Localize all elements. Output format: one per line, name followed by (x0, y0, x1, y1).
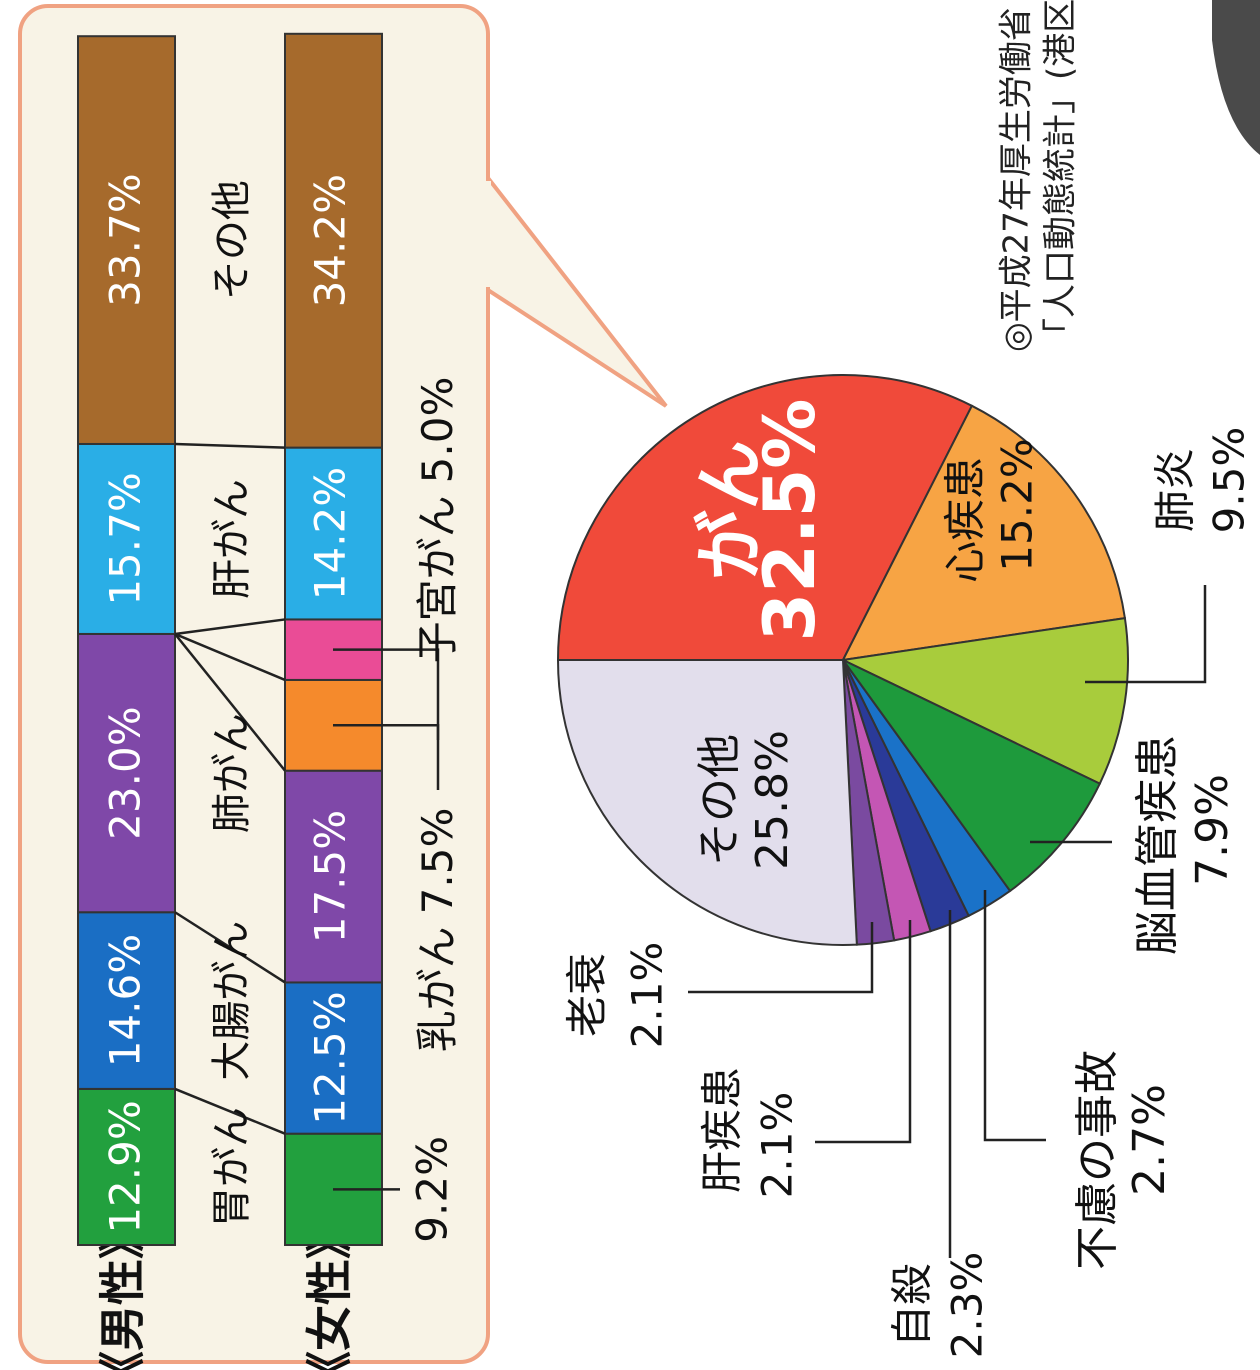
bar-value: 14.2% (306, 467, 355, 600)
bar-segment (284, 446, 383, 621)
bar-segment (77, 35, 176, 445)
bar-value: 9.2% (408, 1136, 457, 1243)
slice-value: 32.5% (749, 399, 831, 642)
bar-segment (284, 981, 383, 1135)
bar-value: 12.5% (306, 991, 355, 1124)
series-name: 胃がん (209, 1107, 255, 1227)
slice-value: 7.9% (1187, 774, 1238, 886)
leader-line (983, 890, 1046, 1142)
bar-value: 7.5% (413, 808, 462, 915)
bar-value: 17.5% (306, 810, 355, 943)
leader-line (815, 920, 912, 1144)
leader-line (333, 648, 440, 740)
bar-segment (77, 632, 176, 914)
photo-corner (1212, 0, 1260, 155)
bar-value: 23.0% (101, 706, 150, 839)
pie-slice (556, 374, 974, 661)
slice-label: 肝疾患 (698, 1067, 747, 1193)
pie-slice (839, 616, 1129, 785)
bar-value: 5.0% (413, 377, 462, 484)
slice-value: 2.7% (1124, 1084, 1175, 1196)
bar-value: 14.6% (101, 934, 150, 1067)
leader-line (688, 922, 874, 994)
connector-line (174, 632, 286, 682)
series-name: 乳がん (413, 926, 462, 1052)
series-name: その他 (209, 180, 255, 300)
slice-value: 2.3% (943, 1252, 992, 1359)
slice-label: がん (689, 440, 771, 580)
series-label: 子宮がん 5.0% (413, 377, 462, 664)
bar-value: 33.7% (101, 173, 150, 306)
slice-label: 脳血管疾患 (1132, 735, 1183, 955)
slice-label: 不慮の事故 (1072, 1050, 1123, 1270)
slice-label: 肺炎 (1151, 448, 1200, 532)
slice-value: 9.5% (1205, 427, 1254, 534)
slice-value: 2.1% (623, 942, 672, 1049)
series-name: 大腸がん (209, 921, 255, 1081)
slice-label: 心疾患 (941, 457, 990, 583)
bar-value: 15.7% (101, 472, 150, 605)
slice-label: その他 (694, 734, 745, 866)
slice-value: 15.2% (993, 438, 1042, 571)
connector-line (174, 442, 286, 449)
slice-value: 2.1% (753, 1092, 802, 1199)
series-name: 肺がん (209, 713, 255, 833)
bar-segment (77, 911, 176, 1090)
connector-line (174, 911, 286, 984)
bar-segment (77, 442, 176, 635)
bar-segment (284, 769, 383, 984)
pie-slice (841, 404, 1127, 662)
connector-line (174, 1087, 286, 1135)
callout (486, 172, 668, 408)
slice-label: 自殺 (888, 1263, 937, 1347)
slice-label: 老衰 (563, 953, 612, 1037)
series-label: 乳がん 7.5% (413, 808, 462, 1053)
connector-line (174, 633, 286, 772)
bar-value: 34.2% (306, 174, 355, 307)
source-note: 「人口動態統計」(港区 (1041, 0, 1081, 352)
bar-segment (284, 32, 383, 449)
connector-line (174, 618, 286, 636)
pie-slice (556, 659, 858, 946)
series-name: 子宮がん (413, 495, 462, 663)
leader-line (1085, 585, 1207, 684)
bar-value: 12.9% (101, 1100, 150, 1233)
slice-value: 25.8% (747, 730, 798, 870)
series-name: 肝がん (209, 479, 255, 599)
source-note: ◎平成27年厚生労働省 (997, 7, 1037, 352)
